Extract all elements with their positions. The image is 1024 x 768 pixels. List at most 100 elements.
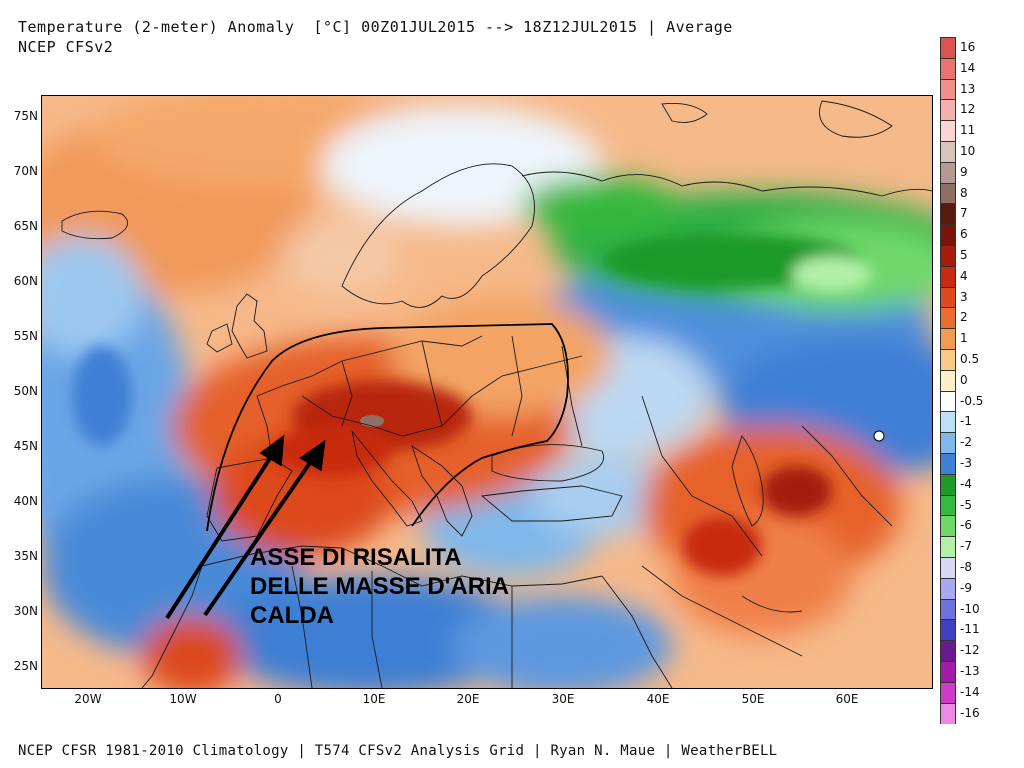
colorbar-label: -16	[960, 705, 980, 720]
colorbar-swatch	[940, 453, 956, 474]
footer-credit: NCEP CFSR 1981-2010 Climatology | T574 C…	[18, 743, 778, 759]
colorbar-swatch	[940, 473, 956, 495]
colorbar-swatch	[940, 598, 956, 620]
colorbar-swatch	[940, 390, 956, 412]
colorbar-swatch	[940, 369, 956, 391]
lat-label-45n: 45N	[13, 439, 38, 453]
colorbar-label: 3	[960, 289, 968, 304]
colorbar-label: -0.5	[960, 393, 984, 408]
lon-label-30e: 30E	[551, 692, 575, 706]
lat-label-55n: 55N	[13, 329, 38, 343]
arrow-left	[165, 450, 276, 620]
lon-label-40e: 40E	[646, 692, 670, 706]
lat-label-30n: 30N	[13, 604, 38, 618]
lon-label-20w: 20W	[74, 692, 102, 706]
colorbar-swatch	[940, 557, 956, 578]
colorbar-label: -5	[960, 497, 972, 512]
colorbar-swatch	[940, 37, 956, 58]
colorbar-swatch	[940, 203, 956, 225]
colorbar-swatch	[940, 681, 956, 703]
colorbar-swatch	[940, 78, 956, 100]
colorbar-swatch	[940, 619, 956, 641]
colorbar-swatch	[940, 702, 956, 724]
colorbar-swatch	[940, 515, 956, 537]
colorbar-swatch	[940, 245, 956, 266]
colorbar-label: 2	[960, 310, 968, 325]
colorbar-label: 0	[960, 372, 968, 387]
colorbar-label: 0.5	[960, 352, 980, 366]
colorbar-swatch	[940, 224, 956, 246]
annotation-line-3: CALDA	[250, 602, 334, 629]
colorbar-label: -12	[960, 643, 980, 658]
colorbar-label: -14	[960, 684, 980, 699]
colorbar-swatch	[940, 536, 956, 558]
colorbar-label: -3	[960, 456, 972, 470]
anomaly-field	[42, 96, 932, 688]
annotation-line-2: DELLE MASSE D'ARIA	[250, 573, 510, 600]
colorbar-swatch	[940, 182, 956, 204]
colorbar-swatch	[940, 265, 956, 287]
lon-label-50e: 50E	[741, 692, 765, 706]
colorbar-swatch	[940, 349, 956, 370]
lon-label-20e: 20E	[456, 692, 480, 706]
lat-label-75n: 75N	[13, 109, 38, 123]
colorbar-label: -8	[960, 560, 972, 574]
annotation-line-1: ASSE DI RISALITA	[250, 544, 462, 571]
lat-label-50n: 50N	[13, 384, 38, 398]
lat-label-35n: 35N	[13, 549, 38, 563]
colorbar-swatch	[940, 141, 956, 162]
colorbar-label: -11	[960, 622, 980, 637]
colorbar-label: -4	[960, 476, 972, 491]
colorbar-label: -9	[960, 580, 972, 595]
colorbar-label: 8	[960, 185, 968, 200]
lat-label-60n: 60N	[13, 274, 38, 288]
colorbar-swatch	[940, 411, 956, 433]
colorbar-label: 6	[960, 227, 968, 242]
lon-label-10w: 10W	[169, 692, 197, 706]
colorbar-label: 10	[960, 144, 976, 158]
colorbar-swatch	[940, 120, 956, 142]
arrow-right	[203, 455, 316, 617]
highlight-outline	[206, 323, 569, 532]
lat-label-25n: 25N	[13, 659, 38, 673]
colorbar-label: -6	[960, 518, 972, 533]
colorbar-swatch	[940, 328, 956, 350]
arrow-right-head	[299, 439, 326, 472]
model-name: NCEP CFSv2	[18, 38, 114, 56]
colorbar-label: 13	[960, 81, 976, 96]
lat-label-65n: 65N	[13, 219, 38, 233]
colorbar-label: -13	[960, 664, 980, 678]
lon-label-0: 0	[274, 692, 282, 706]
colorbar-swatch	[940, 161, 956, 183]
lon-label-60e: 60E	[835, 692, 859, 706]
colorbar-swatch	[940, 307, 956, 329]
colorbar-label: 16	[960, 40, 976, 54]
colorbar-swatch	[940, 286, 956, 308]
map-title: Temperature (2-meter) Anomaly [°C] 00Z01…	[18, 18, 733, 36]
colorbar-label: 7	[960, 206, 968, 221]
colorbar-swatch	[940, 99, 956, 121]
warm-air-arrows	[165, 434, 326, 620]
colorbar-label: 5	[960, 248, 968, 262]
colorbar-label: -7	[960, 539, 972, 554]
anomaly-map	[41, 95, 933, 689]
lon-label-10e: 10E	[362, 692, 386, 706]
arrow-left-head	[259, 434, 285, 467]
colorbar-label: -2	[960, 435, 972, 450]
colorbar-label: 12	[960, 102, 976, 117]
annotation-text: ASSE DI RISALITA DELLE MASSE D'ARIA CALDA	[250, 543, 509, 630]
colorbar-label: -10	[960, 601, 980, 616]
colorbar-swatch	[940, 577, 956, 599]
colorbar-label: 11	[960, 123, 976, 138]
colorbar-swatch	[940, 640, 956, 662]
colorbar-label: 9	[960, 164, 968, 179]
marker-circle	[873, 430, 885, 442]
colorbar-label: 1	[960, 331, 968, 346]
colorbar-swatch	[940, 494, 956, 516]
colorbar-swatch	[940, 432, 956, 454]
colorbar-label: 4	[960, 268, 968, 283]
lat-label-40n: 40N	[13, 494, 38, 508]
colorbar-label: -1	[960, 414, 972, 429]
lat-label-70n: 70N	[13, 164, 38, 178]
colorbar-swatch	[940, 57, 956, 79]
